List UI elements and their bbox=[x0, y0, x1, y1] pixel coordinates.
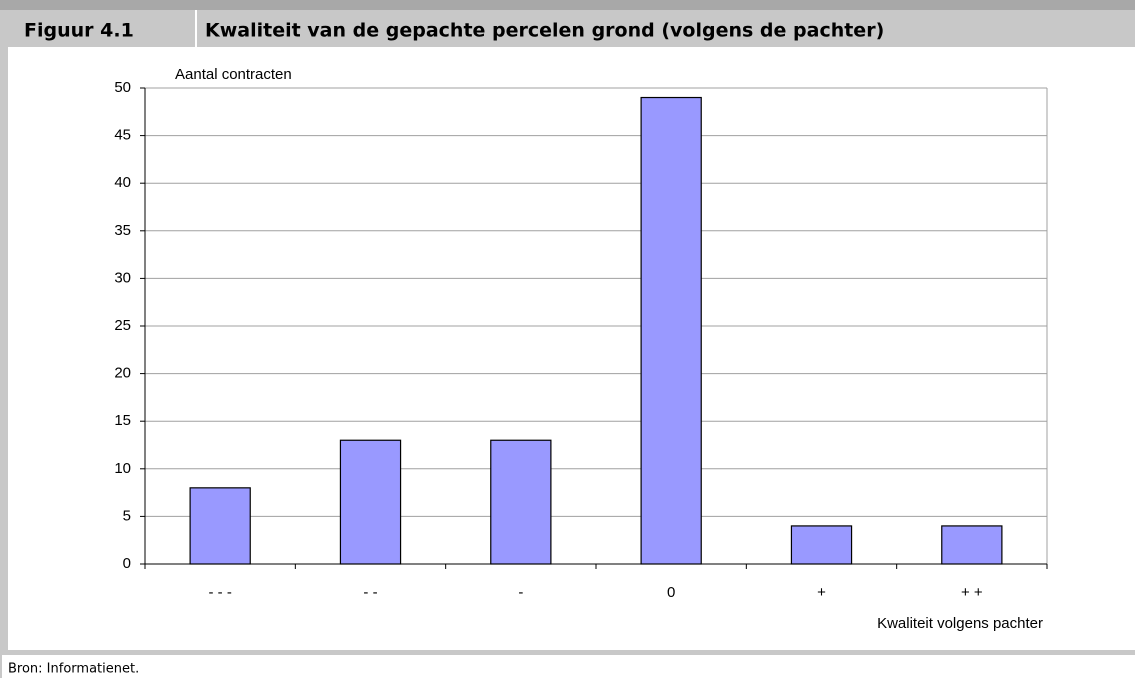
x-tick-label: - bbox=[518, 584, 523, 601]
x-tick-label: + bbox=[817, 584, 826, 601]
x-tick-label: 0 bbox=[667, 584, 675, 601]
header-label-cell bbox=[0, 10, 195, 47]
x-tick-label: - - - bbox=[209, 584, 232, 601]
y-tick-label: 45 bbox=[114, 127, 131, 144]
y-tick-label: 35 bbox=[114, 222, 131, 239]
source: Bron: Informatienet. bbox=[8, 662, 139, 677]
y-tick-label: 50 bbox=[114, 79, 131, 96]
bar bbox=[790, 525, 853, 565]
x-tick-label: - - bbox=[363, 584, 377, 601]
chart-title: Kwaliteit van de gepachte percelen grond… bbox=[205, 20, 884, 42]
figure-label: Figuur 4.1 bbox=[24, 20, 134, 42]
bar bbox=[490, 439, 552, 565]
y-tick-label: 40 bbox=[114, 174, 131, 191]
y-tick-label: 20 bbox=[114, 365, 131, 382]
bar bbox=[640, 96, 702, 565]
y-tick-label: 10 bbox=[114, 460, 131, 477]
footer-left bbox=[0, 655, 2, 678]
header-title-cell bbox=[197, 10, 1135, 47]
y-tick-label: 15 bbox=[114, 412, 131, 429]
bar bbox=[339, 439, 402, 565]
y-axis-title: Aantal contracten bbox=[175, 66, 292, 83]
bar bbox=[941, 525, 1003, 565]
x-tick-label: + + bbox=[961, 584, 983, 601]
y-tick-label: 0 bbox=[123, 555, 131, 572]
y-tick-label: 5 bbox=[123, 507, 131, 524]
y-tick-label: 30 bbox=[114, 269, 131, 286]
frame-left bbox=[0, 47, 8, 653]
x-axis-title: Kwaliteit volgens pachter bbox=[877, 615, 1043, 632]
frame-bottom bbox=[0, 650, 1135, 655]
y-tick-label: 25 bbox=[114, 317, 131, 334]
bar bbox=[189, 487, 251, 565]
header-top bbox=[0, 0, 1135, 10]
